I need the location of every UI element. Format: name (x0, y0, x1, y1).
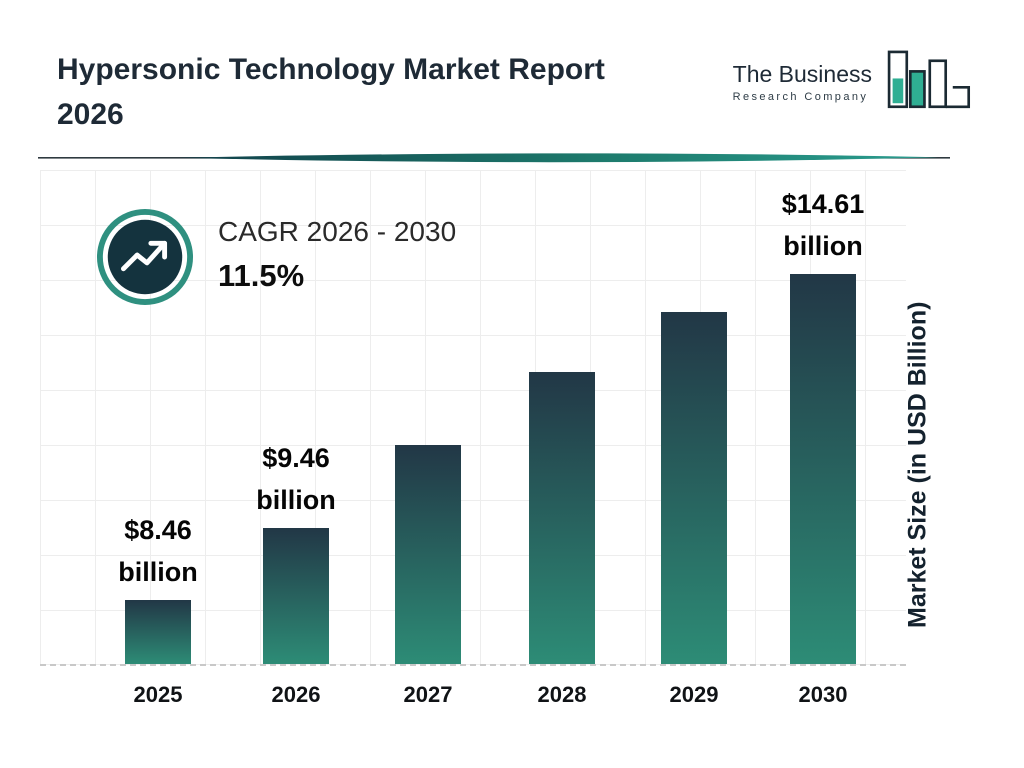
bar-column-2027 (353, 170, 503, 664)
bar-2030 (790, 274, 856, 664)
bar-value-label: $9.46 billion (256, 437, 335, 521)
cagr-badge: CAGR 2026 - 2030 11.5% (96, 208, 456, 306)
chart-plot-area: $8.46 billion $9.46 billion (40, 170, 906, 666)
company-name: The Business (732, 61, 872, 87)
x-axis-label-2025: 2025 (133, 682, 183, 707)
bar-value-amount: $9.46 (262, 443, 330, 473)
bar-value-unit: billion (118, 557, 198, 587)
company-logo-text: The Business Research Company (733, 61, 872, 103)
bar-2028 (529, 372, 595, 664)
page-title: Hypersonic Technology Market Report 2026 (57, 47, 605, 137)
bar-2027 (395, 445, 461, 664)
trending-up-icon (96, 208, 194, 306)
cagr-text: CAGR 2026 - 2030 11.5% (218, 208, 456, 294)
bar-column-2025: $8.46 billion (83, 170, 233, 664)
cagr-value: 11.5% (218, 258, 305, 293)
bar-column-2026: $9.46 billion (221, 170, 371, 664)
bar-column-2028 (487, 170, 637, 664)
bar-2026 (263, 528, 329, 664)
bar-chart-logo-icon (887, 50, 971, 109)
cagr-label: CAGR 2026 - 2030 (218, 216, 457, 247)
bar-value-label: $14.61 billion (782, 183, 865, 267)
x-axis-label-2029: 2029 (669, 682, 719, 707)
page-title-line2: 2026 (57, 98, 124, 131)
company-logo: The Business Research Company (733, 46, 974, 118)
y-axis-label: Market Size (in USD Billion) (903, 301, 932, 629)
bar-2025 (125, 600, 191, 664)
bar-value-unit: billion (256, 485, 336, 515)
x-axis-label-2026: 2026 (271, 682, 321, 707)
x-axis-label-2028: 2028 (537, 682, 587, 707)
x-axis-label-2030: 2030 (798, 682, 848, 707)
bar-column-2029 (619, 170, 769, 664)
bar-value-label: $8.46 billion (118, 509, 197, 593)
bar-value-unit: billion (783, 231, 863, 261)
bar-value-amount: $8.46 (124, 515, 192, 545)
page-title-line1: Hypersonic Technology Market Report (57, 53, 605, 86)
divider-swoosh (38, 153, 950, 163)
bar-value-amount: $14.61 (781, 189, 865, 219)
company-subtitle: Research Company (732, 91, 869, 103)
bar-2029 (661, 312, 727, 664)
x-axis-label-2027: 2027 (403, 682, 453, 707)
bar-column-2030: $14.61 billion (748, 170, 898, 664)
